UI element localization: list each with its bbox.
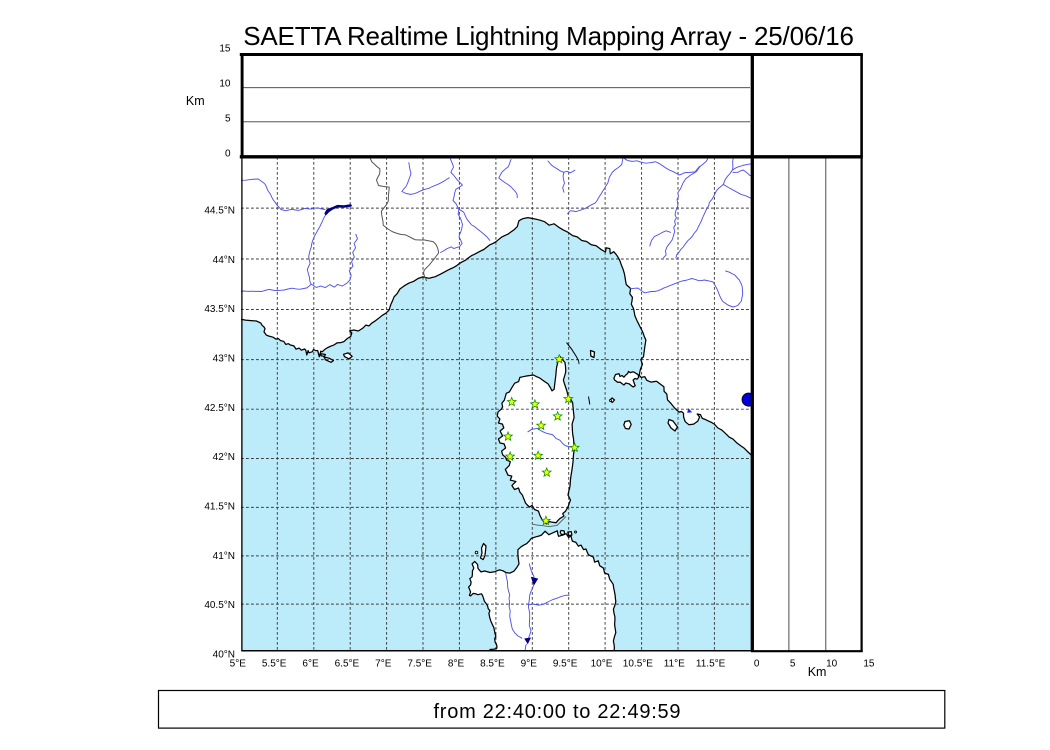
svg-text:42°N: 42°N xyxy=(213,452,235,463)
svg-text:5.5°E: 5.5°E xyxy=(262,659,287,670)
svg-text:44°N: 44°N xyxy=(213,255,235,266)
svg-text:41.5°N: 41.5°N xyxy=(204,502,235,513)
svg-text:from 22:40:00 to 22:49:59: from 22:40:00 to 22:49:59 xyxy=(433,701,681,723)
svg-text:5°E: 5°E xyxy=(230,659,247,670)
svg-text:SAETTA Realtime Lightning Mapp: SAETTA Realtime Lightning Mapping Array … xyxy=(243,21,854,51)
svg-text:43°N: 43°N xyxy=(213,353,235,364)
svg-text:41°N: 41°N xyxy=(213,551,235,562)
svg-text:15: 15 xyxy=(219,44,231,55)
svg-text:7°E: 7°E xyxy=(375,659,392,670)
svg-text:11°E: 11°E xyxy=(664,659,685,670)
svg-text:Km: Km xyxy=(808,665,827,679)
svg-text:Km: Km xyxy=(186,94,205,108)
svg-text:10: 10 xyxy=(826,659,838,670)
svg-text:15: 15 xyxy=(863,659,875,670)
svg-text:0: 0 xyxy=(225,149,231,160)
svg-text:11.5°E: 11.5°E xyxy=(696,659,726,670)
svg-text:9.5°E: 9.5°E xyxy=(553,659,578,670)
svg-text:10.5°E: 10.5°E xyxy=(623,659,653,670)
svg-text:44.5°N: 44.5°N xyxy=(204,205,235,216)
svg-text:8.5°E: 8.5°E xyxy=(480,659,505,670)
svg-text:5: 5 xyxy=(790,659,796,670)
svg-text:10°E: 10°E xyxy=(591,659,613,670)
svg-text:9°E: 9°E xyxy=(521,659,538,670)
svg-text:6°E: 6°E xyxy=(302,659,319,670)
svg-text:7.5°E: 7.5°E xyxy=(407,659,432,670)
svg-text:40.5°N: 40.5°N xyxy=(204,600,235,611)
svg-text:43.5°N: 43.5°N xyxy=(204,304,235,315)
svg-text:42.5°N: 42.5°N xyxy=(204,403,235,414)
svg-text:6.5°E: 6.5°E xyxy=(335,659,360,670)
svg-text:8°E: 8°E xyxy=(448,659,465,670)
svg-text:40°N: 40°N xyxy=(213,650,235,661)
svg-text:0: 0 xyxy=(754,659,760,670)
svg-text:5: 5 xyxy=(225,114,231,125)
svg-text:10: 10 xyxy=(219,78,231,89)
